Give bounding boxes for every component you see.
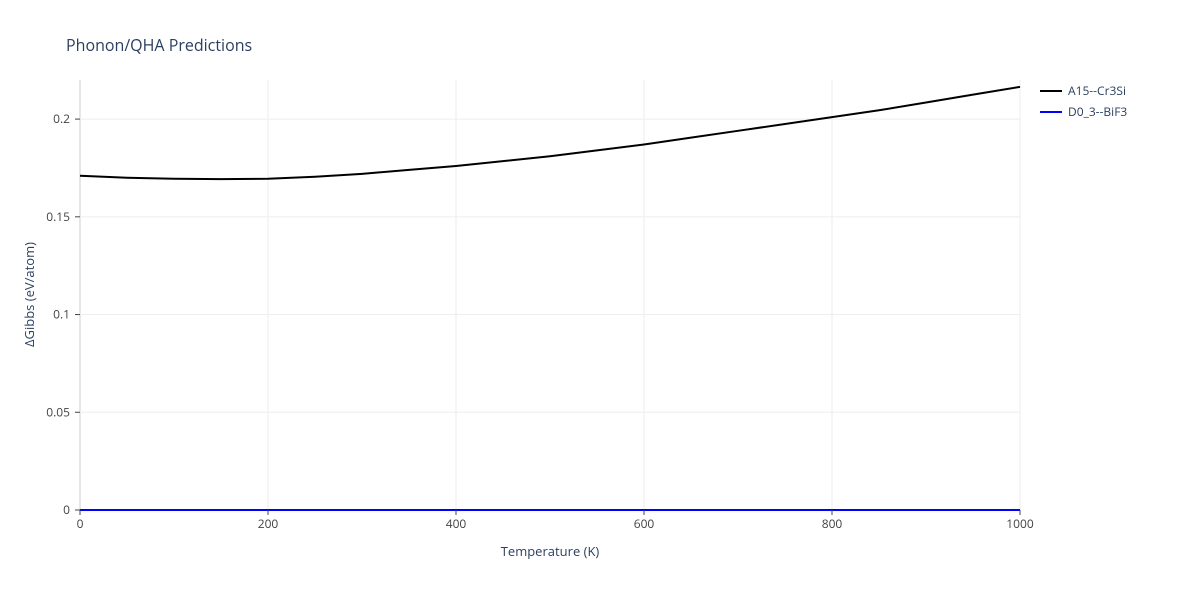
x-tick-label: 600	[634, 515, 655, 532]
y-axis-label: ΔGibbs (eV/atom)	[20, 80, 38, 510]
x-tick-label: 0	[77, 515, 84, 532]
legend-label: D0_3--BiF3	[1068, 103, 1127, 120]
y-tick-label: 0.2	[53, 110, 70, 127]
y-tick-label: 0.1	[53, 306, 70, 323]
chart-container: Phonon/QHA Predictions 02004006008001000…	[0, 0, 1200, 600]
y-tick-label: 0	[63, 501, 70, 518]
chart-title: Phonon/QHA Predictions	[66, 34, 252, 56]
x-tick-label: 1000	[1006, 515, 1034, 532]
legend-swatch	[1040, 90, 1062, 92]
x-tick-label: 800	[822, 515, 843, 532]
legend-item[interactable]: D0_3--BiF3	[1040, 103, 1127, 120]
legend-item[interactable]: A15--Cr3Si	[1040, 82, 1127, 99]
plot-area[interactable]: 0200400600800100000.050.10.150.2	[80, 80, 1020, 510]
y-tick-label: 0.05	[46, 403, 70, 420]
legend-swatch	[1040, 111, 1062, 113]
x-tick-label: 400	[446, 515, 467, 532]
x-axis-label: Temperature (K)	[80, 542, 1020, 560]
y-tick-label: 0.15	[46, 208, 70, 225]
plot-bg	[80, 80, 1020, 510]
x-tick-label: 200	[258, 515, 279, 532]
legend-label: A15--Cr3Si	[1068, 82, 1126, 99]
legend[interactable]: A15--Cr3Si D0_3--BiF3	[1040, 82, 1127, 124]
